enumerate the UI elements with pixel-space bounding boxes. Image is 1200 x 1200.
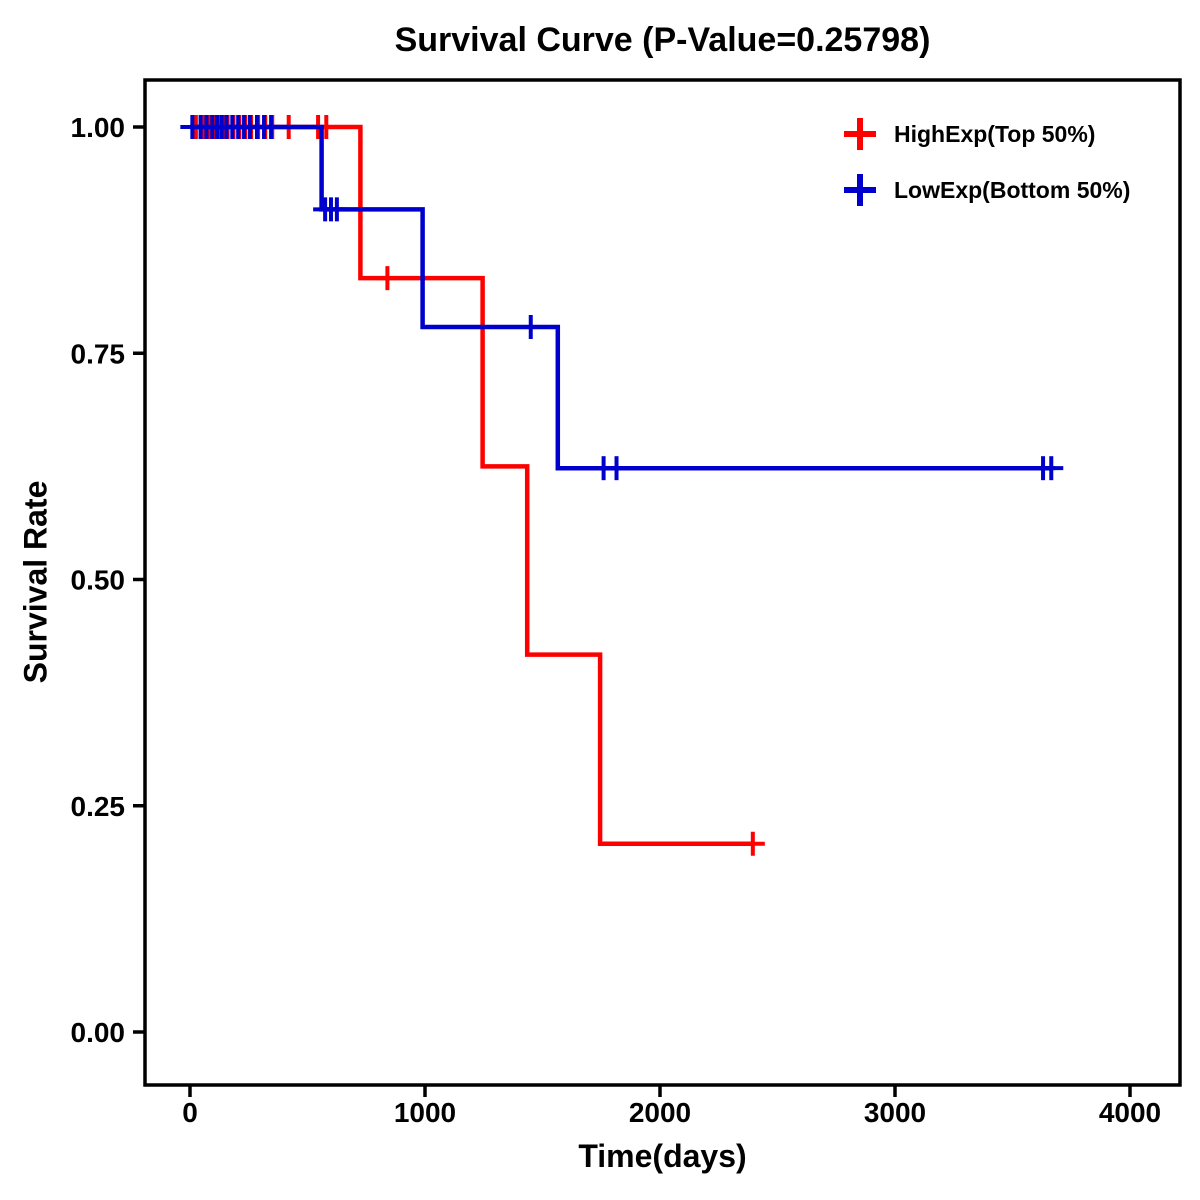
legend: HighExp(Top 50%) LowExp(Bottom 50%) (842, 116, 1130, 208)
x-tick-label: 3000 (864, 1097, 926, 1128)
legend-entry-lowexp: LowExp(Bottom 50%) (842, 172, 1130, 208)
lowexp-plus-icon (844, 174, 876, 206)
x-tick-label: 1000 (394, 1097, 456, 1128)
y-tick-label: 0.50 (71, 565, 126, 596)
plot-border (143, 78, 1182, 1087)
y-tick-label: 0.75 (71, 338, 126, 369)
x-tick-label: 0 (182, 1097, 198, 1128)
y-tick-label: 1.00 (71, 112, 126, 143)
survival-step-curve-lowexp (190, 124, 1052, 471)
legend-label-lowexp: LowExp(Bottom 50%) (894, 176, 1131, 203)
chart-title: Survival Curve (P-Value=0.25798) (394, 21, 931, 59)
x-tick-label: 4000 (1099, 1097, 1161, 1128)
y-tick-label: 0.25 (71, 791, 126, 822)
legend-label-highexp: HighExp(Top 50%) (894, 120, 1096, 147)
y-tick-label: 0.00 (71, 1017, 126, 1048)
survival-step-curve-highexp (190, 124, 754, 847)
highexp-plus-icon (844, 118, 876, 150)
x-tick-label: 2000 (629, 1097, 691, 1128)
y-axis-label: Survival Rate (17, 480, 54, 684)
x-axis-label: Time(days) (578, 1138, 747, 1174)
legend-entry-highexp: HighExp(Top 50%) (842, 116, 1130, 152)
